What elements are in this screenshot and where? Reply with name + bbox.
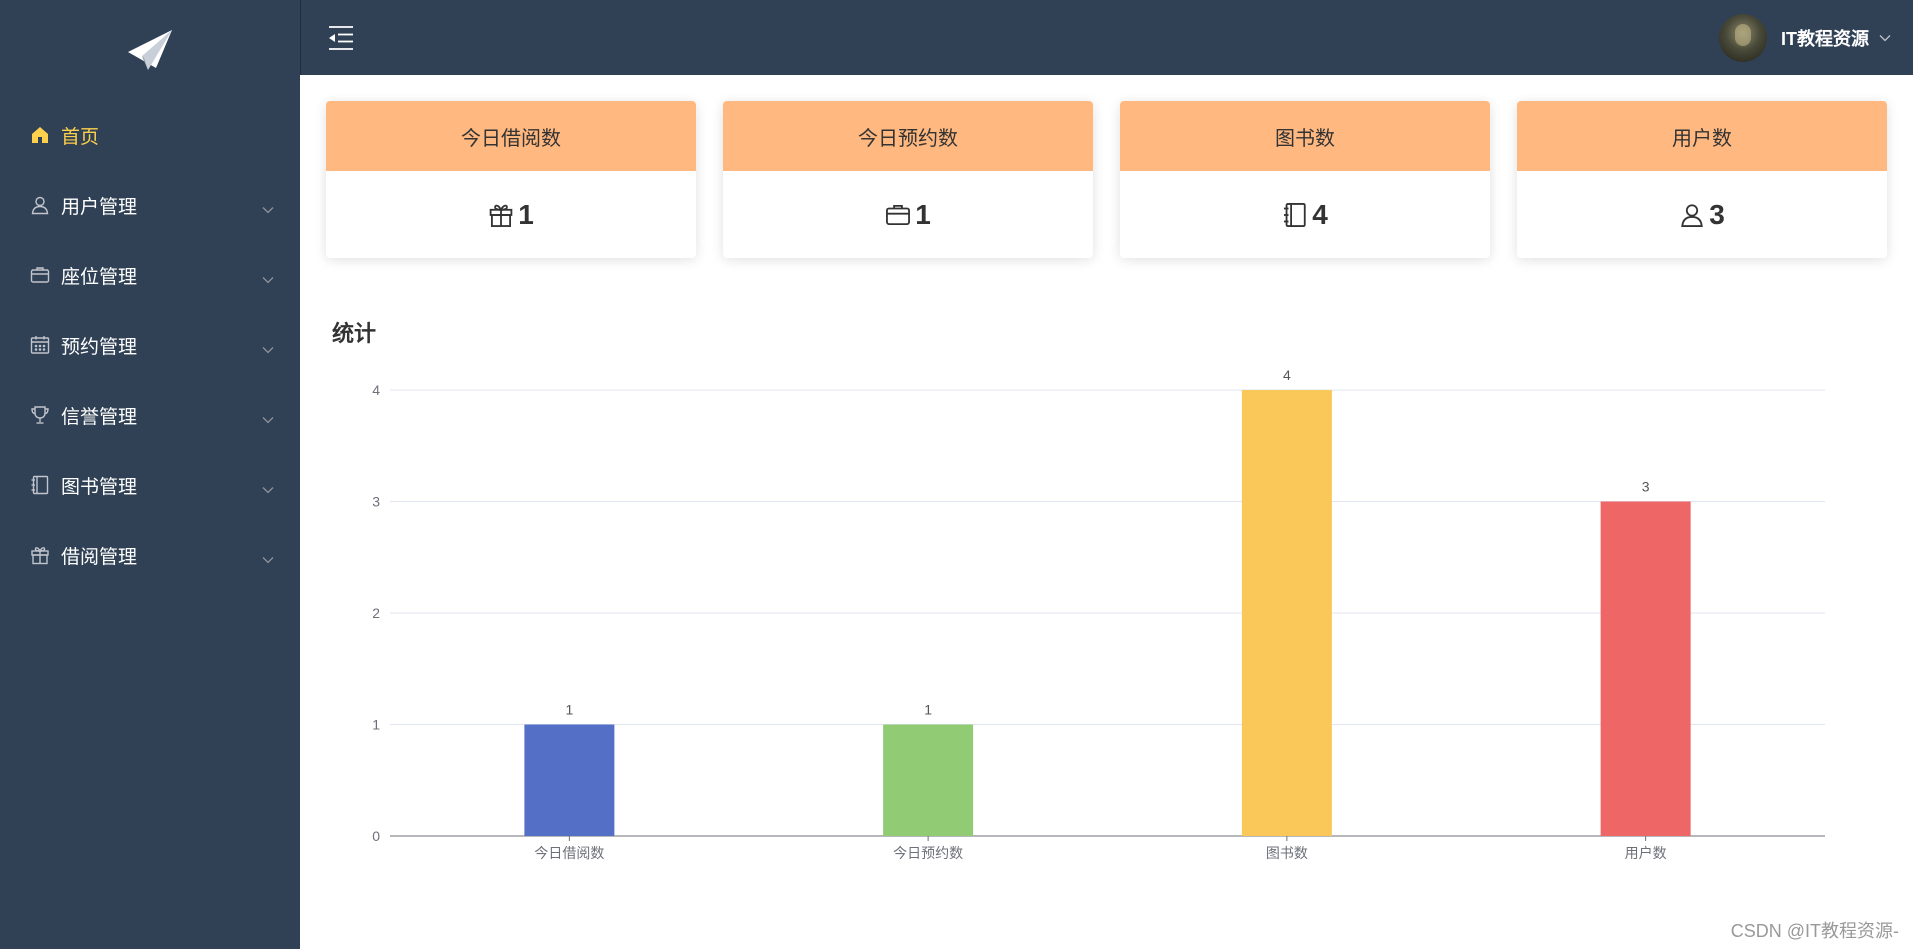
avatar[interactable] xyxy=(1719,14,1767,62)
card-title: 今日借阅数 xyxy=(326,101,696,171)
bar-value-label: 1 xyxy=(924,702,932,718)
stat-card-borrow-today: 今日借阅数 1 xyxy=(326,101,696,258)
notebook-icon xyxy=(30,475,50,495)
sidebar-item-home[interactable]: 首页 xyxy=(0,100,300,170)
sidebar-item-label: 图书管理 xyxy=(61,476,138,498)
top-navbar: IT教程资源 xyxy=(300,0,1913,75)
bar-value-label: 4 xyxy=(1283,367,1291,383)
username[interactable]: IT教程资源 xyxy=(1781,29,1869,49)
sidebar-item-users[interactable]: 用户管理 xyxy=(0,170,300,240)
y-axis-ticks: 0 1 2 3 4 xyxy=(372,382,380,844)
gift-icon xyxy=(30,545,50,565)
x-tick-label: 用户数 xyxy=(1625,845,1667,861)
chart-bar xyxy=(883,724,974,836)
y-tick-label: 1 xyxy=(372,717,380,733)
card-value: 4 xyxy=(1312,198,1328,230)
chevron-down-icon xyxy=(262,338,274,360)
user-icon xyxy=(30,195,50,215)
stats-title: 统计 xyxy=(332,321,377,346)
home-icon xyxy=(30,125,50,145)
y-tick-label: 2 xyxy=(372,605,380,621)
gift-icon xyxy=(488,201,516,229)
user-icon xyxy=(1679,201,1707,229)
chevron-down-icon xyxy=(262,268,274,290)
x-tick-label: 图书数 xyxy=(1266,845,1308,861)
sidebar-item-label: 预约管理 xyxy=(61,336,138,358)
sidebar-item-reservations[interactable]: 预约管理 xyxy=(0,310,300,380)
card-title: 今日预约数 xyxy=(723,101,1093,171)
sidebar-item-books[interactable]: 图书管理 xyxy=(0,450,300,520)
sidebar: 首页 用户管理 座位管理 预约管理 xyxy=(0,0,300,949)
watermark: CSDN @IT教程资源- xyxy=(1730,921,1899,941)
stat-card-books: 图书数 4 xyxy=(1120,101,1490,258)
card-title: 图书数 xyxy=(1120,101,1490,171)
briefcase-icon xyxy=(885,201,913,229)
y-tick-label: 3 xyxy=(372,494,380,510)
bar-value-label: 3 xyxy=(1642,479,1650,495)
y-tick-label: 0 xyxy=(372,828,380,844)
bar-value-label: 1 xyxy=(565,702,573,718)
chart-bar xyxy=(1600,501,1691,836)
sidebar-item-borrowing[interactable]: 借阅管理 xyxy=(0,520,300,590)
chevron-down-icon xyxy=(262,548,274,570)
chart-bar xyxy=(524,724,615,836)
calendar-icon xyxy=(30,335,50,355)
chart-bar xyxy=(1241,390,1332,836)
card-value: 1 xyxy=(915,198,931,230)
paper-plane-icon xyxy=(128,30,172,70)
chevron-down-icon xyxy=(262,408,274,430)
chart-grid xyxy=(390,389,1825,837)
sidebar-item-label: 首页 xyxy=(61,126,100,148)
stat-card-users: 用户数 3 xyxy=(1517,101,1887,258)
menu-collapse-icon[interactable] xyxy=(327,24,355,52)
chevron-down-icon[interactable] xyxy=(1879,29,1891,47)
sidebar-item-credit[interactable]: 信誉管理 xyxy=(0,380,300,450)
trophy-icon xyxy=(30,405,50,425)
chevron-down-icon xyxy=(262,478,274,500)
briefcase-icon xyxy=(30,265,50,285)
chart-bars xyxy=(524,390,1691,836)
x-axis-ticks: 今日借阅数 今日预约数 图书数 用户数 xyxy=(534,836,1667,861)
sidebar-item-label: 信誉管理 xyxy=(61,406,138,428)
x-tick-label: 今日借阅数 xyxy=(534,845,604,861)
sidebar-item-label: 借阅管理 xyxy=(61,546,138,568)
notebook-icon xyxy=(1282,201,1310,229)
card-value: 1 xyxy=(518,198,534,230)
user-dropdown[interactable]: IT教程资源 xyxy=(1719,14,1891,62)
bar-value-labels: 1 1 4 3 xyxy=(565,367,1649,718)
chevron-down-icon xyxy=(262,198,274,220)
sidebar-item-label: 座位管理 xyxy=(61,266,138,288)
sidebar-menu: 首页 用户管理 座位管理 预约管理 xyxy=(0,100,300,590)
stat-card-reserve-today: 今日预约数 1 xyxy=(723,101,1093,258)
card-title: 用户数 xyxy=(1517,101,1887,171)
sidebar-logo[interactable] xyxy=(0,0,300,100)
x-tick-label: 今日预约数 xyxy=(893,845,963,861)
card-value: 3 xyxy=(1709,198,1725,230)
y-tick-label: 4 xyxy=(372,382,380,398)
sidebar-item-seats[interactable]: 座位管理 xyxy=(0,240,300,310)
stats-bar-chart: 0 1 2 3 4 1 1 4 3 今日借阅数 今日预约数 图书数 用户数 xyxy=(372,367,1825,861)
sidebar-item-label: 用户管理 xyxy=(61,196,138,218)
